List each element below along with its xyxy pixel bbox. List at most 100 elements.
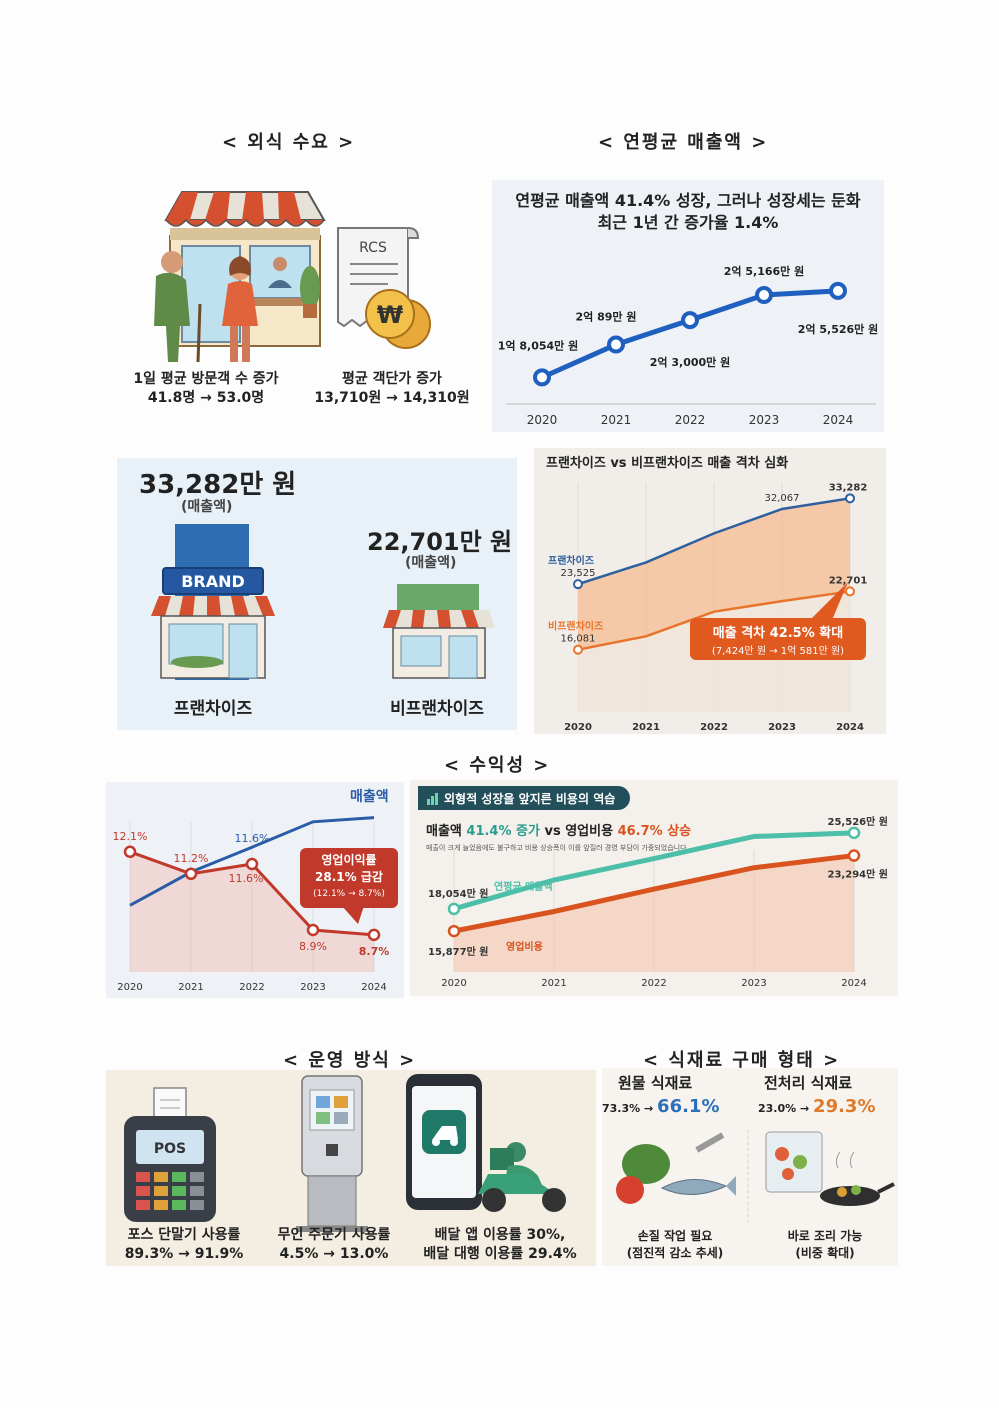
ingredients-panel: 원물 식재료 73.3% → 66.1% 전처리 식재료 23.0% → 29.…: [602, 1068, 898, 1266]
x-tick-label: 2022: [641, 978, 666, 989]
x-tick-label: 2022: [700, 722, 728, 733]
pos-key: [136, 1172, 150, 1182]
spend-title: 평균 객단가 증가: [342, 371, 442, 387]
prep-from: 23.0% →: [758, 1102, 814, 1115]
franchise-stores-illustration: BRAND 프랜차이즈 비프랜차이즈: [151, 524, 495, 719]
profit-line-chart: 2020 2021 2022 2023 2024 12.1% 11.2% 11.6% 8.9% 8…: [113, 816, 389, 993]
raw-note1: 손질 작업 필요: [637, 1229, 713, 1243]
section-title-ingredients: < 식재료 구매 형태 >: [643, 1050, 841, 1071]
series-line: [577, 590, 851, 651]
x-tick-label: 2021: [632, 722, 660, 733]
section-title-operation: < 운영 방식 >: [283, 1050, 417, 1071]
delivery-caption: 배달 앱 이용률 30%, 배달 대행 이용률 29.4%: [408, 1226, 592, 1264]
series-point: [845, 493, 855, 504]
cost-chart-header: 외형적 성장을 앞지른 비용의 역습: [444, 792, 616, 806]
storefront-illustration: RCS ₩: [154, 191, 431, 363]
series-line: [453, 830, 855, 912]
series-name-label: 연평균 매출액: [494, 880, 553, 893]
operation-panel: POS 포스 단말기 사용률 89: [106, 1070, 596, 1266]
sales-data-label: 1억 8,054만 원: [498, 338, 578, 352]
sales-chart-panel: 연평균 매출액 41.4% 성장, 그러나 성장세는 둔화 최근 1년 간 증가…: [492, 180, 884, 432]
franchise-sub: (매출액): [181, 499, 233, 515]
series-data-label: 16,081: [561, 634, 596, 645]
series-point: [847, 849, 861, 862]
headline-part-a: 매출액: [426, 824, 467, 839]
pos-key: [172, 1172, 186, 1182]
prep-title: 전처리 식재료: [764, 1074, 853, 1092]
headline-part-d: 46.7% 상승: [617, 824, 692, 839]
margin-point: [306, 923, 320, 937]
series-line: [453, 853, 855, 934]
operation-illustration: POS: [124, 1074, 566, 1232]
series-data-label: 18,054만 원: [428, 887, 488, 900]
cost-chart-panel: 외형적 성장을 앞지른 비용의 역습 매출액 41.4% 증가 vs 영업비용 …: [410, 780, 898, 996]
receipt-label: RCS: [359, 240, 387, 256]
cost-chart-subtitle: 매출이 크게 늘었음에도 불구하고 비용 상승폭이 이를 앞질러 경영 부담이 …: [426, 844, 689, 852]
pos-caption: 포스 단말기 사용률 89.3% → 91.9%: [106, 1226, 262, 1264]
x-tick-label: 2023: [300, 982, 325, 993]
x-tick-label: 2020: [527, 413, 558, 427]
x-tick-label: 2021: [178, 982, 203, 993]
x-tick-label: 2024: [823, 413, 854, 427]
spend-caption: 평균 객단가 증가 13,710원 → 14,310원: [304, 370, 480, 408]
franchise-compare-panel: 33,282만 원 (매출액) 22,701만 원 (매출액) BRAND 프랜…: [117, 458, 517, 730]
kiosk-title: 무인 주문기 사용률: [277, 1227, 391, 1243]
pos-key: [190, 1172, 204, 1182]
x-tick-label: 2022: [675, 413, 706, 427]
visitors-title: 1일 평균 방문객 수 증가: [133, 371, 279, 387]
prepped-food-icon: [765, 1131, 895, 1206]
sales-title-line1: 연평균 매출액 41.4% 성장, 그러나 성장세는 둔화: [515, 191, 861, 210]
x-tick-label: 2020: [564, 722, 592, 733]
raw-from: 73.3% →: [602, 1102, 658, 1115]
gap-callout-line1: 매출 격차 42.5% 확대: [712, 626, 844, 641]
visitors-caption: 1일 평균 방문객 수 증가 41.8명 → 53.0명: [108, 370, 304, 408]
gap-area: [578, 498, 850, 650]
pos-key: [136, 1200, 150, 1210]
sales-line: [129, 816, 375, 907]
series-line: [577, 497, 851, 586]
profit-callout-line2: 28.1% 급감: [315, 870, 383, 884]
delivery-app-icon: [406, 1074, 482, 1210]
raw-note: 손질 작업 필요 (점진적 감소 추세): [602, 1228, 748, 1262]
brand-sign: BRAND: [181, 572, 245, 591]
delivery-value: 배달 대행 이용률 29.4%: [423, 1246, 577, 1262]
pos-key: [136, 1186, 150, 1196]
sales-point: [681, 311, 699, 330]
pos-key: [154, 1172, 168, 1182]
prep-to: 29.3%: [813, 1096, 876, 1117]
sales-line-chart: 1억 8,054만 원 2020 2억 89만 원 2021 2억 3,000만 원 20…: [498, 264, 878, 427]
ingredients-illustration: [616, 1130, 895, 1222]
profit-callout-pointer: [342, 906, 364, 924]
x-tick-label: 2024: [836, 722, 864, 733]
x-tick-label: 2022: [239, 982, 264, 993]
series-point: [447, 902, 461, 916]
trend-icon: [426, 790, 438, 805]
sales-point: [607, 335, 625, 354]
x-tick-label: 2023: [768, 722, 796, 733]
sales-title-line2: 최근 1년 간 증가율 1.4%: [597, 213, 779, 232]
pos-title: 포스 단말기 사용률: [127, 1227, 241, 1243]
pos-key: [154, 1186, 168, 1196]
series-data-label: 25,526만 원: [828, 815, 888, 828]
margin-point: [367, 928, 381, 942]
series-data-label: 22,701: [829, 575, 868, 586]
gap-chart-panel: 프랜차이즈 vs 비프랜차이즈 매출 격차 심화 2020 2021 2022 202…: [534, 448, 886, 734]
series-data-label: 23,294만 원: [828, 868, 888, 881]
spend-value: 13,710원 → 14,310원: [314, 390, 470, 406]
profit-callout-line1: 영업이익률: [321, 853, 377, 867]
sales-data-label: 2억 3,000만 원: [650, 355, 730, 369]
x-tick-label: 2021: [601, 413, 632, 427]
prep-note: 바로 조리 가능 (비중 확대): [752, 1228, 898, 1262]
delivery-scooter-icon: [478, 1142, 566, 1212]
delivery-title: 배달 앱 이용률 30%,: [434, 1227, 566, 1243]
margin-point: [245, 857, 259, 871]
nonfranchise-label: 비프랜차이즈: [390, 699, 484, 719]
section-title-avg-sales: < 연평균 매출액 >: [598, 132, 769, 153]
x-tick-label: 2020: [117, 982, 142, 993]
margin-point: [123, 845, 137, 859]
sales-data-label: 2억 89만 원: [576, 310, 637, 324]
margin-point: [184, 867, 198, 881]
extra-data-label: 11.6%: [235, 832, 270, 845]
prep-change: 23.0% → 29.3%: [758, 1096, 876, 1117]
franchise-label: 프랜차이즈: [174, 699, 253, 719]
